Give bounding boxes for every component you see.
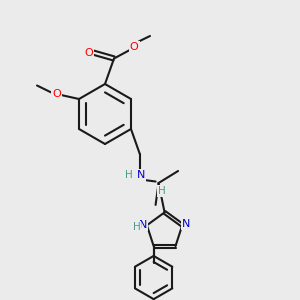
Text: H: H [125, 170, 133, 181]
Text: N: N [139, 220, 147, 230]
Text: N: N [136, 170, 145, 181]
Text: H: H [133, 222, 140, 232]
Text: O: O [52, 88, 61, 99]
Text: O: O [84, 47, 93, 58]
Text: O: O [130, 42, 139, 52]
Text: H: H [158, 186, 166, 197]
Text: N: N [182, 219, 190, 229]
